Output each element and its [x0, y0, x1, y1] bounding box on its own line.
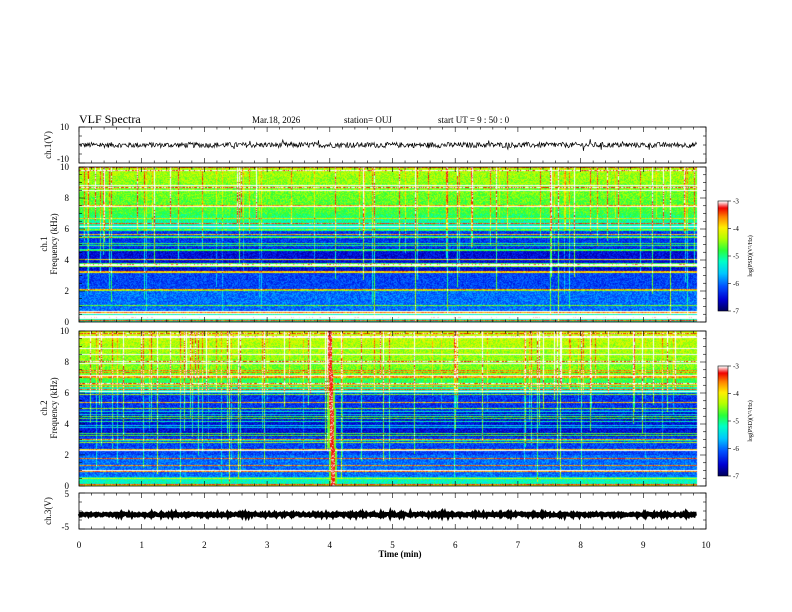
x-tick-label: 9 [641, 540, 646, 550]
colorbar-tick-label: -3 [733, 198, 739, 206]
ch1-ytick-bottom: -10 [57, 154, 69, 164]
ch2-colorbar-gradient [718, 366, 728, 476]
colorbar-tick-label: -6 [733, 280, 739, 288]
colorbar-tick-label: -5 [733, 418, 739, 426]
ch1-colorbar: -3 -4 -5 -6 -7 log(PSD)(V²/Hz) [717, 198, 754, 316]
y-tick-label: 4 [65, 255, 70, 265]
colorbar-tick-label: -4 [733, 390, 739, 398]
x-tick-label: 4 [328, 540, 333, 550]
ch1-spectrogram-image [79, 167, 706, 322]
colorbar-tick-label: -7 [733, 308, 739, 316]
ch1-colorbar-label: log(PSD)(V²/Hz) [747, 235, 754, 276]
ch1-waveform-ticks [78, 126, 707, 164]
x-tick-label: 8 [578, 540, 583, 550]
ch3-waveform-panel: 5 -5 ch.3(V) [43, 489, 707, 532]
colorbar-tick-label: -3 [733, 363, 739, 371]
x-tick-label: 1 [139, 540, 144, 550]
ch2-colorbar-label: log(PSD)(V²/Hz) [747, 400, 754, 441]
ch2-spectrogram-ylabel: ch.2 [39, 400, 49, 415]
ch2-spectrogram-panel: 0 2 4 6 8 10 ch.2 Frequency (kHz) [39, 326, 707, 491]
y-tick-label: 10 [60, 326, 70, 336]
ch3-ytick-bottom: -5 [62, 522, 70, 532]
ch2-spectrogram-yticklabels: 0 2 4 6 8 10 [60, 326, 70, 491]
ch1-spectrogram-yticklabels: 0 2 4 6 8 10 [60, 162, 70, 327]
ch1-frequency-label: Frequency (kHz) [49, 213, 59, 274]
ch1-colorbar-ticks: -3 -4 -5 -6 -7 [728, 198, 739, 316]
figure-title: VLF Spectra [79, 112, 141, 126]
x-tick-label: 5 [390, 540, 395, 550]
y-tick-label: 8 [65, 193, 70, 203]
x-tick-label: 0 [77, 540, 82, 550]
colorbar-tick-label: -4 [733, 225, 739, 233]
y-tick-label: 2 [65, 286, 70, 296]
ch1-waveform-ylabel: ch.1(V) [43, 131, 53, 159]
x-tick-label: 2 [202, 540, 207, 550]
y-tick-label: 6 [65, 224, 70, 234]
colorbar-tick-label: -7 [733, 473, 739, 481]
ch2-frequency-label: Frequency (kHz) [49, 377, 59, 438]
y-tick-label: 8 [65, 357, 70, 367]
y-tick-label: 10 [60, 162, 70, 172]
colorbar-tick-label: -5 [733, 253, 739, 261]
ch3-ytick-top: 5 [65, 489, 70, 499]
x-tick-label: 3 [265, 540, 270, 550]
ch1-waveform-trace [78, 138, 697, 151]
ch2-spectrogram-image [79, 331, 706, 486]
colorbar-tick-label: -6 [733, 445, 739, 453]
y-tick-label: 0 [65, 481, 70, 491]
time-axis-label: Time (min) [378, 549, 421, 559]
ch1-colorbar-gradient [718, 201, 728, 311]
y-tick-label: 0 [65, 317, 70, 327]
ch3-waveform-ylabel: ch.3(V) [43, 497, 53, 525]
time-axis-ticklabels: 0 1 2 3 4 5 6 7 8 9 10 [77, 540, 711, 550]
ch2-colorbar-ticks: -3 -4 -5 -6 -7 [728, 363, 739, 481]
x-tick-label: 6 [453, 540, 458, 550]
ch3-waveform-trace [77, 507, 697, 522]
ch1-ytick-top: 10 [60, 122, 70, 132]
y-tick-label: 2 [65, 450, 70, 460]
x-tick-label: 7 [516, 540, 521, 550]
ch1-spectrogram-panel: 0 2 4 6 8 10 ch.1 Frequency (kHz) [39, 162, 707, 327]
station-label: station= OUJ [344, 115, 392, 125]
ch2-spectrogram-ticks [78, 330, 707, 487]
y-tick-label: 6 [65, 388, 70, 398]
ch1-spectrogram-ticks [78, 166, 707, 323]
date-label: Mar.18, 2026 [252, 115, 301, 125]
y-tick-label: 4 [65, 419, 70, 429]
x-tick-label: 10 [702, 540, 712, 550]
ch2-colorbar: -3 -4 -5 -6 -7 log(PSD)(V²/Hz) [717, 363, 754, 481]
ch1-waveform-panel: 10 -10 ch.1(V) [43, 122, 707, 164]
ch3-waveform-ticks [78, 492, 707, 530]
ch1-spectrogram-ylabel: ch.1 [39, 236, 49, 251]
start-time-label: start UT = 9 : 50 : 0 [438, 115, 510, 125]
